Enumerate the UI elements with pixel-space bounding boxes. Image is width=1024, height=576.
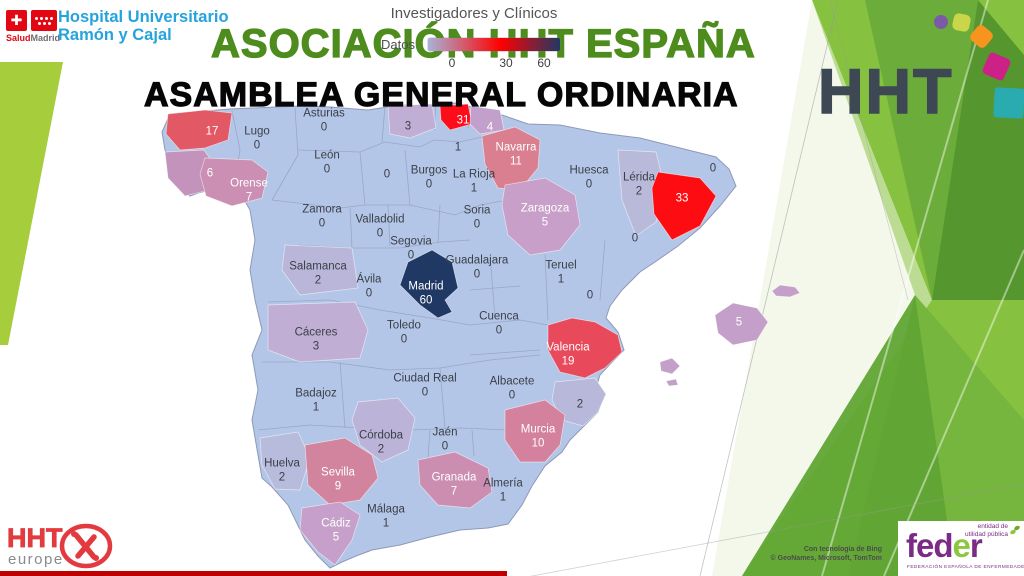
feder-tagline-bottom: FEDERACIÓN ESPAÑOLA DE ENFERMEDADES RARA… (907, 565, 1024, 570)
province-shape-vizcaya (439, 103, 473, 131)
legend-ticks: 0 30 60 (428, 56, 560, 70)
hospital-logo: ✚ SaludMadrid (6, 10, 60, 43)
province-shape-madrid (399, 249, 459, 319)
madrid-flag-icon (31, 10, 57, 31)
legend-gradient-bar (428, 38, 560, 51)
province-shape-formentera (665, 378, 679, 387)
red-bottom-bar (0, 571, 507, 576)
province-shape-menorca (771, 284, 801, 298)
salud-madrid-cross-icon: ✚ (6, 10, 27, 31)
map-attribution: Con tecnología de Bing © GeoNames, Micro… (770, 546, 882, 562)
hht-europe-subtext: europe (8, 551, 64, 568)
province-shape-a-coruna (165, 109, 233, 151)
hospital-name: Hospital Universitario Ramón y Cajal (58, 8, 229, 44)
hht-europe-text: HHT (7, 523, 63, 553)
province-shape-huelva (259, 431, 311, 491)
slide-subtitle: ASAMBLEA GENERAL ORDINARIA (143, 75, 739, 114)
province-shape-zaragoza (501, 177, 581, 256)
hospital-name-line2: Ramón y Cajal (58, 25, 172, 44)
province-borders (231, 103, 606, 459)
province-patches (164, 103, 801, 566)
province-shape-cantabria (387, 103, 437, 139)
feder-tagline-top: entidad de utilidad pública (964, 523, 1008, 538)
province-shape-sevilla (304, 437, 379, 506)
province-shape-alicante (551, 377, 607, 427)
province-shape-valencia (547, 317, 623, 379)
province-shape-cordoba (351, 397, 416, 463)
province-shape-navarra (481, 126, 541, 191)
hht-logo-text: HHT (817, 56, 954, 128)
feder-sprig-icon (1010, 525, 1020, 535)
hht-teal-square-icon (993, 87, 1024, 119)
province-shape-caceres (267, 301, 369, 363)
legend-tick-max: 60 (537, 56, 551, 70)
province-shape-murcia (504, 399, 566, 463)
hht-europe-circle-icon (59, 523, 113, 569)
province-shape-orense (199, 157, 269, 207)
legend-tick-min: 0 (448, 56, 456, 70)
salud-madrid-label: SaludMadrid (6, 33, 61, 43)
feder-logo: entidad de utilidad pública feder FEDERA… (898, 521, 1024, 576)
province-shape-ibiza (659, 357, 681, 375)
feder-wordmark: feder (906, 527, 983, 564)
hospital-name-line1: Hospital Universitario (58, 8, 229, 26)
legend-title: Investigadores y Clínicos (390, 5, 558, 22)
province-shape-salamanca (281, 244, 359, 296)
left-green-wedge (0, 62, 63, 345)
legend-label: Datos (381, 37, 415, 52)
province-shape-mallorca (714, 302, 769, 346)
legend-tick-mid: 30 (499, 56, 513, 70)
province-shape-guipuzcoa (469, 105, 505, 135)
hht-purple-dot-icon (934, 15, 948, 29)
province-shape-lerida (617, 149, 665, 237)
province-shape-cadiz (299, 501, 361, 566)
province-shape-granada (417, 451, 493, 509)
province-shape-barcelona (651, 171, 717, 241)
